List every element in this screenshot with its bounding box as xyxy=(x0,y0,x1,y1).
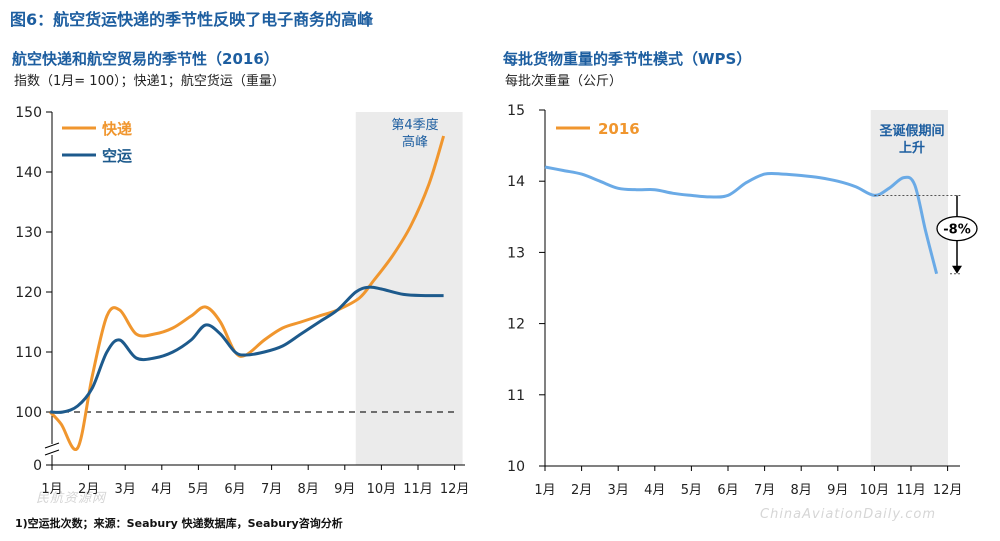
right-holiday-shading xyxy=(870,110,948,466)
right-x-tick-label: 6月 xyxy=(717,483,738,498)
right-x-tick-label: 11月 xyxy=(896,483,926,498)
right-chart-subtitle: 每批次重量（公斤） xyxy=(505,74,623,89)
left-chart-subtitle: 指数（1月= 100）；快递1；航空货运（重量） xyxy=(14,74,285,89)
right-y-tick-label: 10 xyxy=(507,459,525,475)
right-y-tick-label: 13 xyxy=(507,245,525,261)
right-x-tick-label: 1月 xyxy=(534,483,555,498)
left-x-tick-label: 3月 xyxy=(115,482,136,497)
right-drop-badge xyxy=(936,215,978,242)
left-x-tick-label: 5月 xyxy=(188,482,209,497)
left-x-tick-label: 1月 xyxy=(41,482,62,497)
left-y-tick-label: 150 xyxy=(15,105,42,121)
right-x-tick-label: 5月 xyxy=(681,483,702,498)
left-x-tick-label: 6月 xyxy=(224,482,245,497)
right-x-tick-label: 7月 xyxy=(754,483,775,498)
left-x-tick-label: 11月 xyxy=(403,482,433,497)
left-legend-label-0: 快递 xyxy=(102,120,132,138)
left-q4-label-line1: 第4季度 xyxy=(391,117,438,133)
right-drop-label: -8% xyxy=(943,223,970,238)
right-y-tick-label: 12 xyxy=(507,317,525,333)
right-y-tick-label: 11 xyxy=(507,388,525,404)
left-x-tick-label: 4月 xyxy=(151,482,172,497)
right-x-tick-label: 3月 xyxy=(608,483,629,498)
right-x-tick-label: 4月 xyxy=(644,483,665,498)
left-y-tick-label: 0 xyxy=(33,458,42,474)
left-x-tick-label: 9月 xyxy=(334,482,355,497)
right-y-tick-label: 15 xyxy=(507,103,525,119)
right-holiday-label-line1: 圣诞假期间 xyxy=(879,123,944,139)
right-x-tick-label: 2月 xyxy=(571,483,592,498)
left-x-tick-label: 12月 xyxy=(440,482,470,497)
left-y-tick-label: 100 xyxy=(15,405,42,421)
right-x-tick-label: 12月 xyxy=(933,483,963,498)
right-chart-title: 每批货物重量的季节性模式（WPS） xyxy=(503,50,752,68)
right-x-tick-label: 9月 xyxy=(827,483,848,498)
figure-title: 图6：航空货运快递的季节性反映了电子商务的高峰 xyxy=(10,10,374,29)
right-x-tick-label: 10月 xyxy=(860,483,890,498)
left-y-tick-label: 110 xyxy=(15,345,42,361)
watermark-left: 民航资源网 xyxy=(36,491,107,506)
left-series-line-1 xyxy=(50,285,444,414)
right-drop-arrowhead xyxy=(952,265,962,274)
right-legend-label-0: 2016 xyxy=(598,120,640,138)
left-y-tick-label: 130 xyxy=(15,225,42,241)
right-holiday-label-line2: 上升 xyxy=(899,140,925,156)
footnote: 1)空运批次数；来源：Seabury 快递数据库，Seabury咨询分析 xyxy=(15,517,343,530)
left-x-tick-label: 10月 xyxy=(367,482,397,497)
left-legend-label-1: 空运 xyxy=(102,147,132,165)
left-x-tick-label: 2月 xyxy=(78,482,99,497)
left-y-tick-label: 140 xyxy=(15,165,42,181)
left-x-tick-label: 8月 xyxy=(298,482,319,497)
left-axis-break xyxy=(44,442,60,456)
right-series-line-0 xyxy=(544,165,939,275)
left-chart-title: 航空快递和航空贸易的季节性（2016） xyxy=(12,50,279,68)
left-y-tick-label: 120 xyxy=(15,285,42,301)
left-x-tick-label: 7月 xyxy=(261,482,282,497)
watermark-right: ChinaAviationDaily.com xyxy=(760,507,936,522)
left-q4-label-line2: 高峰 xyxy=(402,134,428,150)
right-y-tick-label: 14 xyxy=(507,174,525,190)
right-x-tick-label: 8月 xyxy=(791,483,812,498)
